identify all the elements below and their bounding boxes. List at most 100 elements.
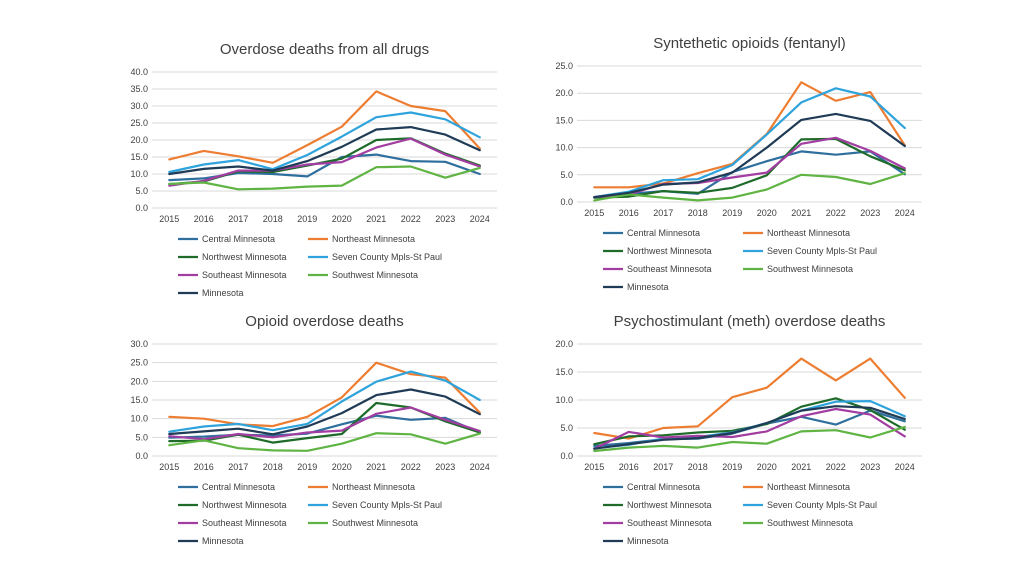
x-tick-label: 2019 (297, 462, 317, 472)
legend-label: Southwest Minnesota (332, 518, 418, 528)
chart-title: Opioid overdose deaths (245, 313, 403, 330)
x-tick-label: 2019 (722, 208, 742, 218)
legend-item-central-minnesota: Central Minnesota (178, 482, 275, 492)
series-line-southwest-minnesota (168, 432, 481, 452)
series-line-northwest-minnesota (593, 137, 906, 199)
x-tick-label: 2022 (401, 214, 421, 224)
series-line-minnesota (168, 388, 481, 436)
series-line-southwest-minnesota (593, 172, 906, 202)
x-tick-label: 2021 (791, 462, 811, 472)
legend-label: Seven County Mpls-St Paul (332, 500, 442, 510)
legend-item-seven-county-mpls-st-paul: Seven County Mpls-St Paul (308, 500, 442, 510)
x-tick-label: 2016 (194, 462, 214, 472)
series-line-northeast-minnesota (593, 357, 906, 440)
legend-label: Seven County Mpls-St Paul (332, 252, 442, 262)
y-tick-label: 5.0 (135, 432, 148, 442)
chart-meth: Psychostimulant (meth) overdose deaths 0.… (555, 313, 922, 546)
x-tick-label: 2022 (826, 462, 846, 472)
x-tick-label: 2021 (791, 208, 811, 218)
y-tick-label: 30.0 (130, 101, 148, 111)
legend-item-minnesota: Minnesota (603, 536, 669, 546)
legend-item-southeast-minnesota: Southeast Minnesota (603, 518, 712, 528)
legend-item-minnesota: Minnesota (603, 282, 669, 292)
y-tick-label: 0.0 (135, 203, 148, 213)
legend-item-seven-county-mpls-st-paul: Seven County Mpls-St Paul (743, 246, 877, 256)
legend-label: Northeast Minnesota (332, 234, 415, 244)
legend-label: Seven County Mpls-St Paul (767, 500, 877, 510)
chart-all-drugs: Overdose deaths from all drugs 0.0 5.0 10.0… (130, 41, 497, 298)
series-line-northwest-minnesota (593, 397, 906, 446)
legend-label: Northwest Minnesota (202, 500, 287, 510)
y-tick-label: 0.0 (560, 451, 573, 461)
legend-item-southeast-minnesota: Southeast Minnesota (178, 270, 287, 280)
legend-item-northeast-minnesota: Northeast Minnesota (308, 482, 415, 492)
legend-item-minnesota: Minnesota (178, 288, 244, 298)
series-line-seven-county-mpls-st-paul (168, 370, 481, 433)
x-tick-label: 2017 (653, 208, 673, 218)
legend-item-southwest-minnesota: Southwest Minnesota (743, 518, 853, 528)
chart-panel-all-drugs: Overdose deaths from all drugs 0.0 5.0 10.0… (120, 30, 510, 310)
x-tick-label: 2023 (860, 208, 880, 218)
x-tick-label: 2015 (584, 462, 604, 472)
legend-label: Southeast Minnesota (202, 270, 287, 280)
legend-item-seven-county-mpls-st-paul: Seven County Mpls-St Paul (743, 500, 877, 510)
x-tick-label: 2018 (263, 462, 283, 472)
legend-label: Northwest Minnesota (627, 500, 712, 510)
chart-panel-opioid: Opioid overdose deaths 0.0 5.0 10.0 15.0 20.0… (120, 308, 510, 570)
x-tick-label: 2021 (366, 214, 386, 224)
y-tick-label: 0.0 (135, 451, 148, 461)
series-line-minnesota (593, 112, 906, 199)
x-tick-label: 2024 (895, 462, 915, 472)
x-tick-label: 2019 (722, 462, 742, 472)
x-tick-label: 2017 (228, 462, 248, 472)
y-tick-label: 15.0 (130, 395, 148, 405)
y-tick-label: 10.0 (555, 395, 573, 405)
x-tick-label: 2020 (332, 462, 352, 472)
legend-item-southeast-minnesota: Southeast Minnesota (603, 264, 712, 274)
x-tick-label: 2017 (653, 462, 673, 472)
x-tick-label: 2020 (757, 462, 777, 472)
legend-item-northeast-minnesota: Northeast Minnesota (743, 482, 850, 492)
y-tick-label: 25.0 (130, 118, 148, 128)
series-line-central-minnesota (593, 150, 906, 199)
series-line-northeast-minnesota (168, 90, 481, 164)
x-tick-label: 2024 (470, 462, 490, 472)
y-tick-label: 40.0 (130, 67, 148, 77)
y-tick-label: 5.0 (560, 170, 573, 180)
x-tick-label: 2017 (228, 214, 248, 224)
chart-title: Overdose deaths from all drugs (220, 41, 429, 58)
x-tick-label: 2023 (435, 214, 455, 224)
legend-label: Central Minnesota (627, 228, 700, 238)
legend-label: Northwest Minnesota (202, 252, 287, 262)
chart-title: Syntethetic opioids (fentanyl) (653, 35, 846, 52)
chart-panel-meth: Psychostimulant (meth) overdose deaths 0.… (545, 308, 935, 570)
legend-label: Minnesota (202, 288, 244, 298)
legend-label: Seven County Mpls-St Paul (767, 246, 877, 256)
series-line-minnesota (168, 125, 481, 176)
legend-label: Northeast Minnesota (767, 228, 850, 238)
legend-label: Southwest Minnesota (767, 518, 853, 528)
chart-fentanyl: Syntethetic opioids (fentanyl) 0.0 5.0 10.0… (555, 35, 922, 292)
x-tick-label: 2016 (619, 208, 639, 218)
legend-label: Minnesota (202, 536, 244, 546)
y-tick-label: 35.0 (130, 84, 148, 94)
y-tick-label: 10.0 (130, 169, 148, 179)
series-line-southwest-minnesota (593, 425, 906, 453)
legend-item-northwest-minnesota: Northwest Minnesota (178, 500, 287, 510)
x-tick-label: 2023 (860, 462, 880, 472)
x-tick-label: 2023 (435, 462, 455, 472)
y-tick-label: 0.0 (560, 197, 573, 207)
x-tick-label: 2015 (159, 462, 179, 472)
legend-label: Southeast Minnesota (627, 518, 712, 528)
x-tick-label: 2022 (401, 462, 421, 472)
series-line-southeast-minnesota (168, 137, 481, 187)
legend-item-northwest-minnesota: Northwest Minnesota (603, 246, 712, 256)
series-line-southeast-minnesota (168, 406, 481, 441)
x-tick-label: 2015 (159, 214, 179, 224)
x-tick-label: 2016 (194, 214, 214, 224)
chart-opioid: Opioid overdose deaths 0.0 5.0 10.0 15.0 20.0… (130, 313, 497, 546)
y-tick-label: 20.0 (555, 339, 573, 349)
y-tick-label: 5.0 (560, 423, 573, 433)
series-line-southwest-minnesota (168, 165, 481, 191)
